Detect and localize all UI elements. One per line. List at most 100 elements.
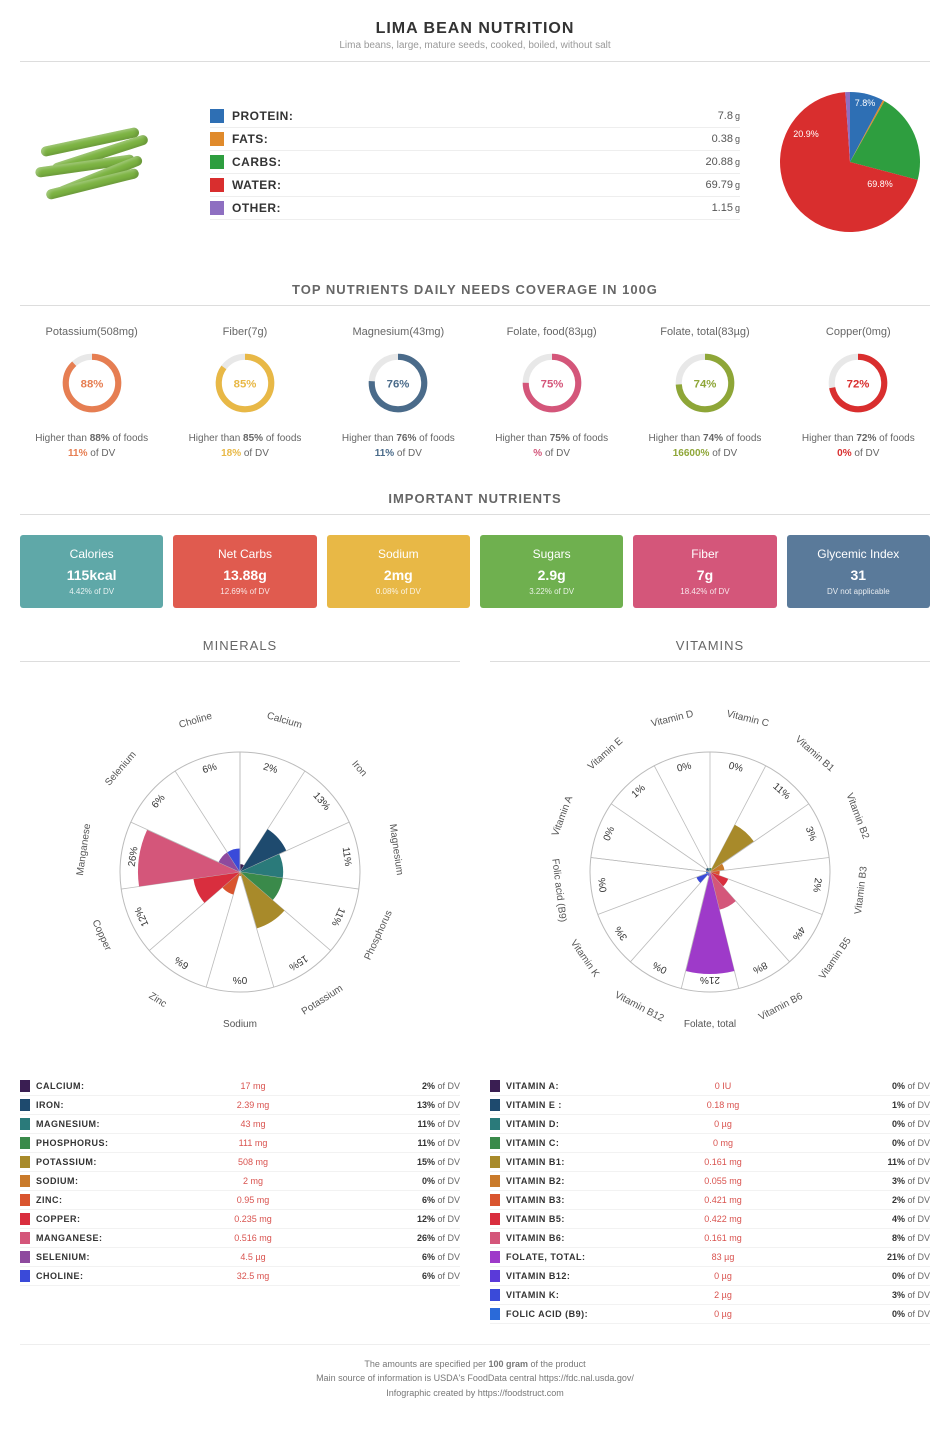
svg-text:Copper: Copper [89,918,113,953]
legend-amount: 2 µg [606,1290,840,1300]
page-title: LIMA BEAN NUTRITION [20,20,930,38]
coverage-text: Higher than 74% of foods16600% of DV [633,431,776,461]
legend-dv: 11% of DV [370,1119,460,1129]
svg-text:11%: 11% [340,846,354,867]
card-title: Net Carbs [179,547,310,561]
legend-name: VITAMIN B3: [506,1195,606,1205]
coverage-item: Copper(0mg) 72% Higher than 72% of foods… [787,326,930,461]
svg-text:Vitamin B3: Vitamin B3 [853,865,870,915]
legend-name: VITAMIN A: [506,1081,606,1091]
food-image [20,112,180,212]
legend-name: VITAMIN B5: [506,1214,606,1224]
svg-text:7.8%: 7.8% [855,98,876,108]
svg-text:Vitamin C: Vitamin C [725,709,770,730]
macro-label: CARBS: [232,155,705,169]
legend-row: VITAMIN B1: 0.161 mg 11% of DV [490,1153,930,1172]
coverage-text: Higher than 85% of foods18% of DV [173,431,316,461]
legend-swatch [490,1251,500,1263]
legend-swatch [20,1232,30,1244]
legend-amount: 0.055 mg [606,1176,840,1186]
legend-row: POTASSIUM: 508 mg 15% of DV [20,1153,460,1172]
svg-text:Folate, total: Folate, total [684,1019,736,1030]
legend-name: ZINC: [36,1195,136,1205]
legend-row: VITAMIN A: 0 IU 0% of DV [490,1077,930,1096]
minerals-chart: 2%Calcium13%Iron11%Magnesium11%Phosphoru… [50,682,430,1062]
legend-row: VITAMIN D: 0 µg 0% of DV [490,1115,930,1134]
legend-amount: 83 µg [606,1252,840,1262]
legend-swatch [490,1289,500,1301]
legend-name: VITAMIN B2: [506,1176,606,1186]
legend-row: VITAMIN B5: 0.422 mg 4% of DV [490,1210,930,1229]
coverage-item: Folate, total(83µg) 74% Higher than 74% … [633,326,776,461]
important-title: IMPORTANT NUTRIENTS [20,491,930,515]
coverage-item: Magnesium(43mg) 76% Higher than 76% of f… [327,326,470,461]
coverage-name: Magnesium(43mg) [327,326,470,338]
legend-amount: 32.5 mg [136,1271,370,1281]
legend-dv: 3% of DV [840,1176,930,1186]
legend-swatch [20,1156,30,1168]
svg-text:0%: 0% [727,761,744,775]
svg-text:2%: 2% [262,762,279,777]
legend-amount: 4.5 µg [136,1252,370,1262]
important-card: Sugars2.9g3.22% of DV [480,535,623,608]
legend-name: SELENIUM: [36,1252,136,1262]
legend-dv: 2% of DV [370,1081,460,1091]
important-card: Fiber7g18.42% of DV [633,535,776,608]
legend-dv: 13% of DV [370,1100,460,1110]
legend-name: VITAMIN B1: [506,1157,606,1167]
macro-pie-chart: 7.8%20.9%69.8% [770,82,930,242]
coverage-text: Higher than 76% of foods11% of DV [327,431,470,461]
svg-text:Iron: Iron [349,759,369,779]
legend-row: SELENIUM: 4.5 µg 6% of DV [20,1248,460,1267]
card-value: 2mg [333,567,464,583]
macro-swatch [210,178,224,192]
legend-row: VITAMIN B3: 0.421 mg 2% of DV [490,1191,930,1210]
svg-text:Vitamin D: Vitamin D [650,709,695,730]
coverage-name: Fiber(7g) [173,326,316,338]
card-value: 115kcal [26,567,157,583]
legend-swatch [490,1118,500,1130]
legend-dv: 6% of DV [370,1252,460,1262]
legend-dv: 0% of DV [370,1176,460,1186]
legend-dv: 4% of DV [840,1214,930,1224]
coverage-text: Higher than 72% of foods0% of DV [787,431,930,461]
minerals-legend: CALCIUM: 17 mg 2% of DV IRON: 2.39 mg 13… [20,1077,460,1286]
svg-text:0%: 0% [651,959,669,976]
legend-amount: 0 µg [606,1309,840,1319]
legend-swatch [20,1118,30,1130]
legend-dv: 2% of DV [840,1195,930,1205]
svg-text:11%: 11% [770,781,792,802]
card-title: Sugars [486,547,617,561]
legend-name: CHOLINE: [36,1271,136,1281]
coverage-donut: 75% [517,348,587,418]
legend-dv: 0% of DV [840,1119,930,1129]
svg-text:Calcium: Calcium [265,711,303,732]
svg-text:Sodium: Sodium [223,1019,257,1030]
important-card: Glycemic Index31DV not applicable [787,535,930,608]
legend-dv: 11% of DV [370,1138,460,1148]
svg-text:Manganese: Manganese [75,823,93,877]
legend-swatch [20,1251,30,1263]
legend-row: VITAMIN B6: 0.161 mg 8% of DV [490,1229,930,1248]
minerals-column: MINERALS 2%Calcium13%Iron11%Magnesium11%… [20,638,460,1324]
legend-row: FOLATE, TOTAL: 83 µg 21% of DV [490,1248,930,1267]
legend-dv: 3% of DV [840,1290,930,1300]
coverage-donut: 85% [210,348,280,418]
legend-amount: 43 mg [136,1119,370,1129]
svg-text:Magnesium: Magnesium [387,823,405,876]
legend-row: FOLIC ACID (B9): 0 µg 0% of DV [490,1305,930,1324]
svg-text:6%: 6% [173,954,191,971]
legend-name: FOLATE, TOTAL: [506,1252,606,1262]
macro-table: PROTEIN: 7.8g FATS: 0.38g CARBS: 20.88g … [210,105,740,220]
svg-text:Vitamin B6: Vitamin B6 [757,991,805,1023]
svg-text:Vitamin A: Vitamin A [550,794,575,838]
macro-row: CARBS: 20.88g [210,151,740,174]
legend-row: MANGANESE: 0.516 mg 26% of DV [20,1229,460,1248]
legend-row: ZINC: 0.95 mg 6% of DV [20,1191,460,1210]
legend-name: POTASSIUM: [36,1157,136,1167]
legend-row: IRON: 2.39 mg 13% of DV [20,1096,460,1115]
macro-swatch [210,109,224,123]
legend-name: MAGNESIUM: [36,1119,136,1129]
legend-swatch [490,1232,500,1244]
coverage-donut: 72% [823,348,893,418]
